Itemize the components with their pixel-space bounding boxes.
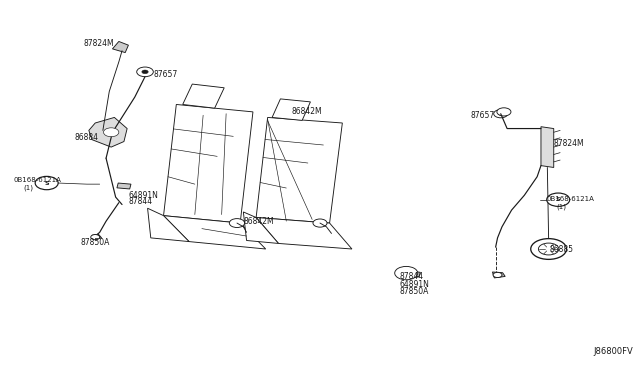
Circle shape <box>137 67 154 77</box>
Polygon shape <box>164 216 266 249</box>
Polygon shape <box>182 84 224 108</box>
Circle shape <box>547 193 570 206</box>
Text: 87850A: 87850A <box>400 287 429 296</box>
Text: S: S <box>44 180 49 186</box>
Circle shape <box>531 238 566 259</box>
Text: 86842M: 86842M <box>243 217 274 226</box>
Circle shape <box>313 219 327 227</box>
Circle shape <box>142 70 148 74</box>
Polygon shape <box>89 118 127 147</box>
Circle shape <box>91 235 100 240</box>
Polygon shape <box>541 127 554 167</box>
Text: 87824M: 87824M <box>84 39 115 48</box>
Circle shape <box>493 272 502 278</box>
Text: (1): (1) <box>556 203 566 210</box>
Text: J86800FV: J86800FV <box>593 347 633 356</box>
Polygon shape <box>272 99 310 121</box>
Text: 86842M: 86842M <box>291 108 322 116</box>
Circle shape <box>229 219 244 228</box>
Text: 87657: 87657 <box>154 70 178 79</box>
Circle shape <box>35 176 58 190</box>
Text: 64891N: 64891N <box>400 280 429 289</box>
Circle shape <box>104 128 119 137</box>
Polygon shape <box>117 183 131 189</box>
Circle shape <box>497 108 511 116</box>
Text: (1): (1) <box>23 185 33 191</box>
Polygon shape <box>256 118 342 223</box>
Polygon shape <box>243 212 278 243</box>
Text: 87657: 87657 <box>470 111 494 120</box>
Text: 86884: 86884 <box>74 133 98 142</box>
Text: 87844: 87844 <box>129 197 152 206</box>
Circle shape <box>498 112 503 115</box>
Text: 87850A: 87850A <box>81 238 110 247</box>
Polygon shape <box>256 218 352 249</box>
Text: 0B168-6121A: 0B168-6121A <box>547 196 595 202</box>
Circle shape <box>395 266 418 280</box>
Circle shape <box>493 110 508 118</box>
Polygon shape <box>164 105 253 223</box>
Text: 86885: 86885 <box>550 244 574 253</box>
Polygon shape <box>148 208 189 241</box>
Text: 64891N: 64891N <box>129 191 158 200</box>
Text: 87844: 87844 <box>400 272 424 281</box>
Text: 87824M: 87824M <box>553 139 584 148</box>
Circle shape <box>538 243 559 255</box>
Polygon shape <box>92 234 102 239</box>
Polygon shape <box>492 272 505 278</box>
Text: 0B168-6121A: 0B168-6121A <box>13 177 61 183</box>
Text: S: S <box>556 197 561 202</box>
Polygon shape <box>414 271 420 277</box>
Polygon shape <box>113 41 129 52</box>
